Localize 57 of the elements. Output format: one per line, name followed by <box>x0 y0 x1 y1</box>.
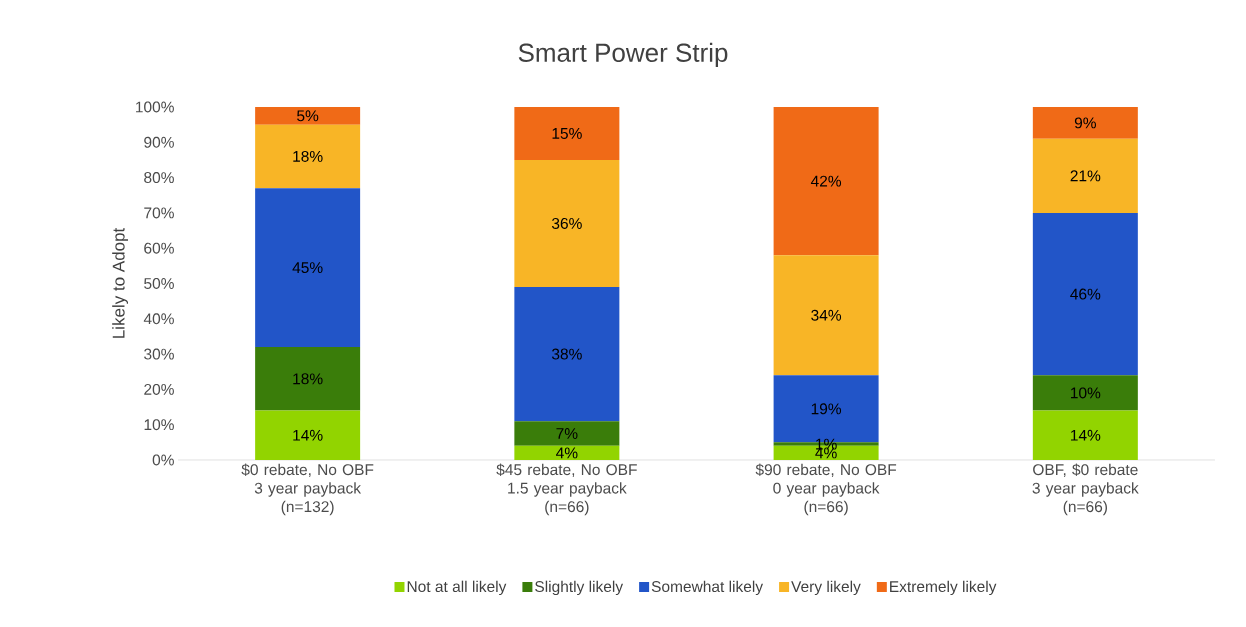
data-label: 5% <box>297 110 319 122</box>
bar <box>1032 410 1138 460</box>
y-tick-label: 90% <box>144 136 174 148</box>
bar <box>255 124 361 189</box>
data-label: 46% <box>1070 288 1101 300</box>
bar <box>514 159 620 288</box>
y-tick-label: 30% <box>144 348 174 360</box>
data-label: 15% <box>552 128 582 139</box>
x-tick-label: $45 rebate, No OBF 1.5 year payback (n=66) <box>496 463 637 516</box>
data-label: 34% <box>811 309 842 321</box>
bar <box>255 347 361 411</box>
y-tick-label: 60% <box>144 242 174 254</box>
bar <box>1032 106 1138 139</box>
y-tick-label: 50% <box>144 277 174 289</box>
data-label: 21% <box>1070 170 1101 182</box>
bar <box>514 287 620 422</box>
y-tick-label: 100% <box>136 101 174 113</box>
data-label: 45% <box>292 262 323 274</box>
data-label: 19% <box>811 403 842 415</box>
data-label: 18% <box>293 373 323 385</box>
bar <box>255 106 361 125</box>
y-tick-label: 20% <box>144 383 174 395</box>
bar <box>773 106 879 256</box>
chart-title: Smart Power Strip <box>518 42 728 68</box>
y-tick-label: 80% <box>144 172 174 184</box>
bar <box>1032 138 1138 213</box>
bar <box>255 188 361 348</box>
y-axis-title: Likely to Adopt <box>112 227 129 338</box>
data-label: 14% <box>293 429 323 441</box>
legend-label: Very likely <box>791 580 861 596</box>
bar <box>1032 212 1138 376</box>
data-label: 9% <box>1074 117 1096 129</box>
data-label: 42% <box>810 175 842 187</box>
y-tick-label: 10% <box>144 419 174 431</box>
data-label: 10% <box>1071 387 1101 399</box>
bar <box>514 421 620 446</box>
y-tick-label: 0% <box>152 454 174 466</box>
legend-label: Extremely likely <box>890 580 997 596</box>
data-label: 38% <box>551 348 582 360</box>
data-label: 18% <box>293 150 323 162</box>
legend-label: Somewhat likely <box>651 580 764 596</box>
y-tick-label: 40% <box>143 313 174 325</box>
data-label: 14% <box>1071 429 1101 441</box>
y-tick-label: 70% <box>144 207 174 219</box>
x-tick-label: OBF, $0 rebate 3 year payback (n=66) <box>1032 463 1139 516</box>
x-tick-label: $0 rebate, No OBF 3 year payback (n=132) <box>241 463 374 516</box>
bar <box>255 410 361 460</box>
bar <box>514 106 620 160</box>
legend-label: Slightly likely <box>535 580 624 596</box>
data-label: 36% <box>551 217 582 229</box>
legend-label: Not at all likely <box>407 580 507 596</box>
data-label: 4% <box>556 447 578 459</box>
bar <box>773 255 879 376</box>
bar <box>1032 375 1138 411</box>
bar <box>514 445 620 460</box>
data-label: 7% <box>556 428 578 439</box>
x-tick-label: $90 rebate, No OBF 0 year payback (n=66) <box>755 463 897 516</box>
